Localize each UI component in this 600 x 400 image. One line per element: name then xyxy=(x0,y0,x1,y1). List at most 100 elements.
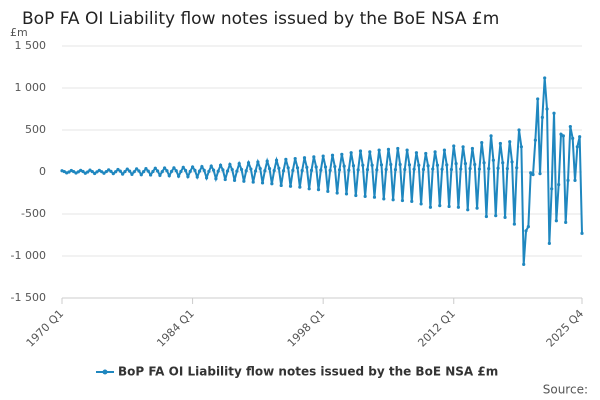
x-tick-label: 1998 Q1 xyxy=(285,307,328,350)
point xyxy=(529,171,533,175)
point xyxy=(81,169,85,174)
point xyxy=(197,169,202,173)
point xyxy=(421,167,426,172)
point xyxy=(442,148,447,152)
legend-marker xyxy=(102,369,108,375)
point xyxy=(368,150,372,154)
point xyxy=(487,167,491,171)
point xyxy=(279,183,283,188)
point xyxy=(90,169,94,174)
point xyxy=(456,205,461,209)
point xyxy=(128,169,132,173)
point xyxy=(130,172,134,176)
point xyxy=(93,171,97,176)
point xyxy=(470,146,475,151)
point xyxy=(97,168,101,172)
point xyxy=(163,166,167,170)
point xyxy=(72,169,76,174)
point xyxy=(104,169,108,174)
x-tick-label: 2025 Q4 xyxy=(544,307,587,350)
point xyxy=(158,173,162,177)
point xyxy=(496,166,500,170)
point xyxy=(468,167,472,171)
point xyxy=(424,151,428,156)
point xyxy=(547,241,551,245)
point xyxy=(132,170,136,174)
point xyxy=(228,162,232,167)
y-tick-label: 500 xyxy=(25,123,46,136)
point xyxy=(361,163,365,167)
point xyxy=(463,162,468,166)
point xyxy=(433,150,437,154)
point xyxy=(379,163,384,167)
point xyxy=(230,168,234,172)
point xyxy=(186,175,190,179)
point xyxy=(337,168,342,172)
x-tick-label: 1984 Q1 xyxy=(154,307,197,350)
point xyxy=(358,149,363,153)
point xyxy=(508,140,512,144)
point xyxy=(253,169,258,173)
point xyxy=(307,187,311,191)
point xyxy=(351,164,356,168)
point xyxy=(386,147,391,151)
point xyxy=(263,169,267,173)
point xyxy=(125,167,129,171)
point xyxy=(144,167,148,171)
point xyxy=(400,198,405,203)
point xyxy=(340,152,344,156)
point xyxy=(102,171,106,175)
y-axis-unit: £m xyxy=(10,26,28,39)
point xyxy=(543,76,547,80)
point xyxy=(501,161,505,165)
point xyxy=(524,229,528,233)
point xyxy=(167,174,171,178)
point xyxy=(342,164,346,168)
point xyxy=(412,167,416,171)
legend-label: BoP FA OI Liability flow notes issued by… xyxy=(118,365,498,379)
point xyxy=(354,193,358,198)
point xyxy=(86,170,90,174)
point xyxy=(174,169,178,173)
point xyxy=(396,146,400,151)
point xyxy=(519,145,523,149)
point xyxy=(466,208,470,212)
point xyxy=(494,214,498,218)
point xyxy=(232,178,237,182)
point xyxy=(431,167,435,171)
point xyxy=(156,169,160,173)
point xyxy=(214,177,218,181)
point xyxy=(176,174,181,178)
point xyxy=(384,167,388,172)
source: Source: xyxy=(543,383,588,397)
point xyxy=(417,163,421,167)
point xyxy=(153,166,157,170)
point xyxy=(114,170,118,174)
point xyxy=(440,167,444,171)
point xyxy=(365,168,370,172)
point xyxy=(160,169,164,174)
point xyxy=(391,198,395,202)
point xyxy=(216,169,220,173)
point xyxy=(505,167,509,171)
point xyxy=(578,135,582,139)
point xyxy=(251,180,255,184)
point xyxy=(142,169,146,174)
point xyxy=(377,148,381,152)
point xyxy=(531,172,535,177)
point xyxy=(407,163,412,167)
point xyxy=(571,136,575,140)
point xyxy=(295,166,300,170)
point xyxy=(533,138,537,142)
point xyxy=(95,170,99,174)
point xyxy=(328,168,332,172)
point xyxy=(204,176,209,180)
y-tick-label: 1 500 xyxy=(15,39,47,52)
point xyxy=(309,168,314,172)
point xyxy=(517,128,521,132)
point xyxy=(302,156,307,160)
point xyxy=(139,173,143,177)
point xyxy=(88,168,92,172)
point xyxy=(375,168,379,172)
